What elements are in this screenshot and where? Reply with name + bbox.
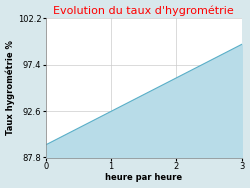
Y-axis label: Taux hygrométrie %: Taux hygrométrie % xyxy=(6,40,15,135)
X-axis label: heure par heure: heure par heure xyxy=(105,174,182,182)
Title: Evolution du taux d'hygrométrie: Evolution du taux d'hygrométrie xyxy=(53,6,234,16)
